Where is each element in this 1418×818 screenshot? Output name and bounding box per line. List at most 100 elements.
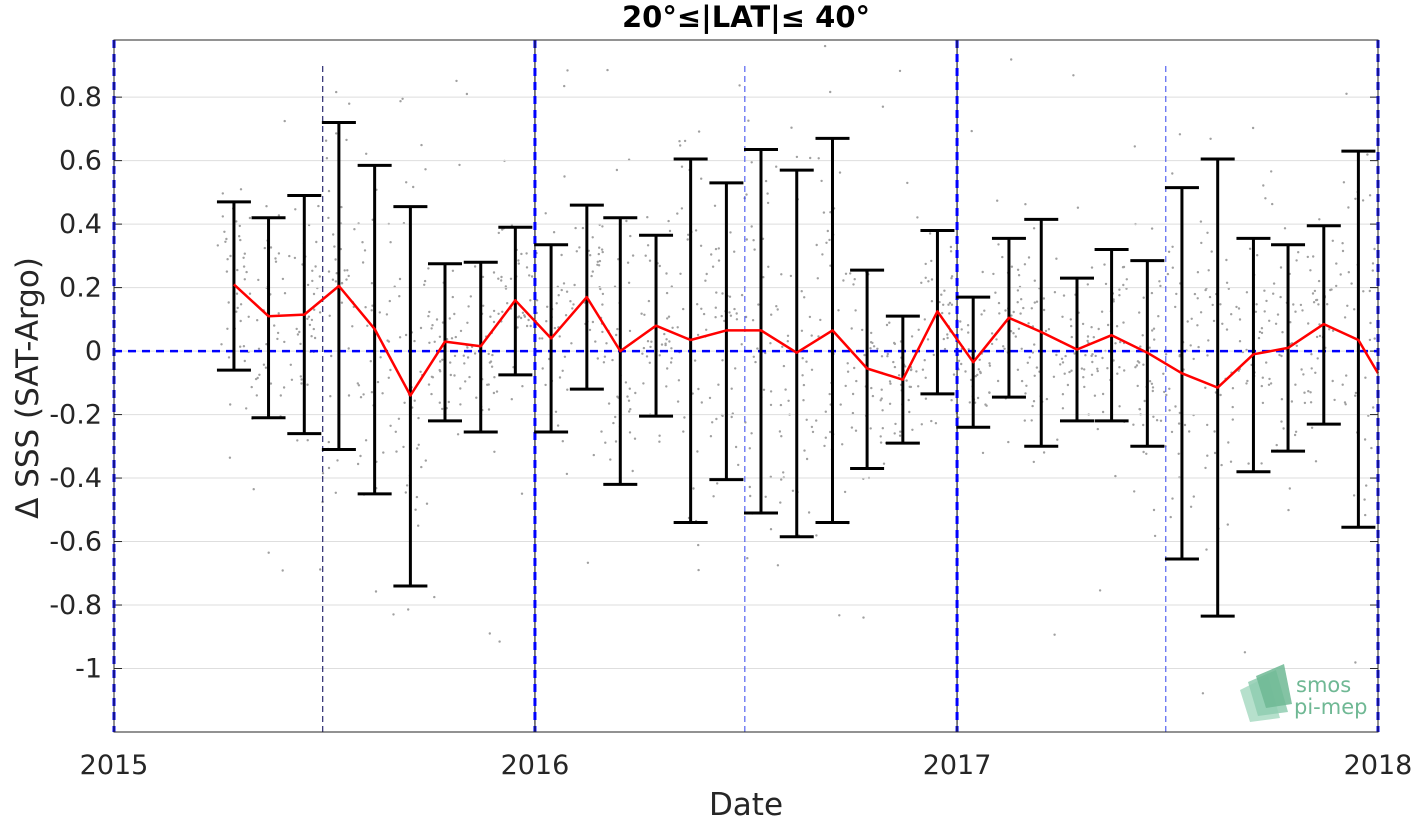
scatter-point [1025,384,1028,387]
scatter-point [295,327,298,331]
scatter-point [988,391,991,394]
scatter-point [930,419,933,423]
scatter-point [395,450,398,453]
scatter-point [405,181,408,184]
scatter-point [1294,310,1297,313]
scatter-point [665,385,668,388]
scatter-point [1199,220,1203,223]
scatter-point [693,359,697,362]
scatter-point [711,265,715,268]
scatter-point [1061,393,1065,396]
scatter-point [497,277,500,280]
scatter-point [327,216,330,220]
scatter-point [235,292,239,295]
scatter-point [345,278,348,281]
scatter-point [459,329,463,333]
scatter-point [1178,411,1182,415]
scatter-point [564,314,568,317]
scatter-point [557,294,560,297]
scatter-point [854,429,858,432]
scatter-point [252,488,255,491]
scatter-point [248,292,252,295]
scatter-point [1265,299,1268,303]
scatter-point [566,69,569,72]
y-tick-label: 0.8 [59,82,102,113]
scatter-point [500,279,503,282]
scatter-point [786,340,789,343]
scatter-point [782,364,786,368]
scatter-point [1199,311,1203,314]
scatter-point [370,309,373,312]
y-tick-label: 0 [85,336,102,367]
scatter-point [591,236,594,239]
scatter-point [417,524,420,527]
scatter-point [1317,279,1321,283]
scatter-point [879,435,882,438]
scatter-point [1178,133,1182,136]
x-tick-labels: 2015 2016 2017 2018 [80,40,1412,781]
scatter-point [697,568,700,572]
scatter-point [1265,361,1268,364]
scatter-point [1256,254,1259,257]
scatter-point [846,362,849,365]
scatter-point [807,511,811,514]
scatter-point [221,192,224,195]
scatter-point [897,374,901,377]
y-tick-labels: -1 -0.8 -0.6 -0.4 -0.2 0 0.2 0.4 0.6 0.8 [49,82,102,684]
scatter-point [589,254,592,257]
scatter-point [294,208,297,211]
scatter-point [389,241,392,244]
scatter-point [245,407,248,410]
scatter-point [601,225,604,228]
scatter-point [387,340,391,343]
scatter-point [733,307,736,311]
scatter-point [335,132,338,135]
scatter-point [239,303,243,306]
scatter-point [529,299,532,302]
scatter-point [363,249,367,252]
scatter-point [281,569,284,572]
scatter-point [525,266,529,269]
scatter-point [492,391,496,395]
scatter-point [569,300,572,303]
scatter-point [893,365,897,369]
scatter-point [1016,368,1020,371]
scatter-point [467,305,470,308]
scatter-point [413,339,416,343]
scatter-point [319,568,322,571]
scatter-point [571,307,574,310]
scatter-point [412,185,415,189]
scatter-point [1027,322,1030,325]
scatter-point [700,307,703,310]
scatter-point [1210,250,1213,253]
scatter-point [1346,304,1349,307]
scatter-point [544,212,547,215]
scatter-point [1353,308,1356,311]
scatter-point [968,401,971,404]
scatter-point [1142,423,1145,427]
scatter-point [224,240,227,243]
scatter-point [1104,282,1108,286]
scatter-point [888,380,892,383]
scatter-point [1331,329,1335,332]
scatter-point [520,252,523,256]
scatter-point [752,355,755,358]
scatter-point [1312,301,1316,304]
scatter-point [216,244,219,247]
scatter-point [561,440,564,443]
scatter-point [454,335,457,339]
scatter-point [744,315,748,319]
scatter-point [336,459,339,462]
scatter-point [748,485,751,489]
scatter-point [679,272,682,275]
scatter-point [1122,265,1126,269]
scatter-point [264,366,268,369]
scatter-point [1207,269,1210,272]
scatter-point [431,324,434,327]
scatter-point [762,388,766,391]
scatter-point [946,333,949,336]
scatter-point [1354,661,1357,664]
scatter-point [640,312,643,315]
scatter-point [1345,92,1348,96]
scatter-point [243,252,246,255]
